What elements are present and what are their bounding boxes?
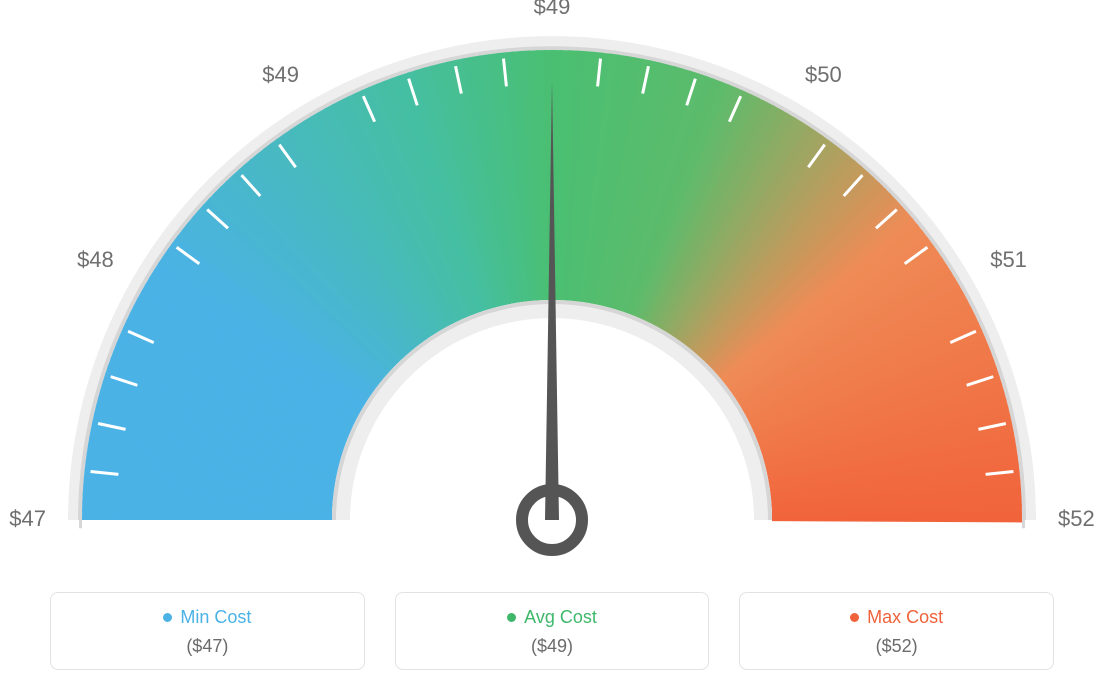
gauge: $47 $48 $49 $49 $50 $51 $52 [0, 0, 1104, 560]
gauge-tick-label: $51 [990, 247, 1027, 272]
legend-dot-icon [850, 613, 859, 622]
legend-row: Min Cost ($47) Avg Cost ($49) Max Cost ($52) [50, 592, 1054, 670]
legend-card-max: Max Cost ($52) [739, 592, 1054, 670]
legend-value: ($49) [406, 636, 699, 657]
gauge-tick-label: $49 [262, 62, 299, 87]
legend-value: ($47) [61, 636, 354, 657]
legend-card-min: Min Cost ($47) [50, 592, 365, 670]
legend-label: Avg Cost [524, 607, 597, 628]
legend-card-avg: Avg Cost ($49) [395, 592, 710, 670]
gauge-tick-label: $47 [9, 506, 46, 531]
gauge-tick-label: $48 [77, 247, 114, 272]
gauge-tick-label: $52 [1058, 506, 1095, 531]
legend-label: Min Cost [180, 607, 251, 628]
legend-dot-icon [163, 613, 172, 622]
legend-dot-icon [507, 613, 516, 622]
gauge-tick-label: $50 [805, 62, 842, 87]
legend-title: Max Cost [850, 607, 943, 628]
legend-label: Max Cost [867, 607, 943, 628]
legend-title: Min Cost [163, 607, 251, 628]
gauge-tick-label: $49 [534, 0, 571, 19]
legend-value: ($52) [750, 636, 1043, 657]
gauge-chart-container: $47 $48 $49 $49 $50 $51 $52 Min Cost ($47) Avg C… [0, 0, 1104, 690]
legend-title: Avg Cost [507, 607, 597, 628]
